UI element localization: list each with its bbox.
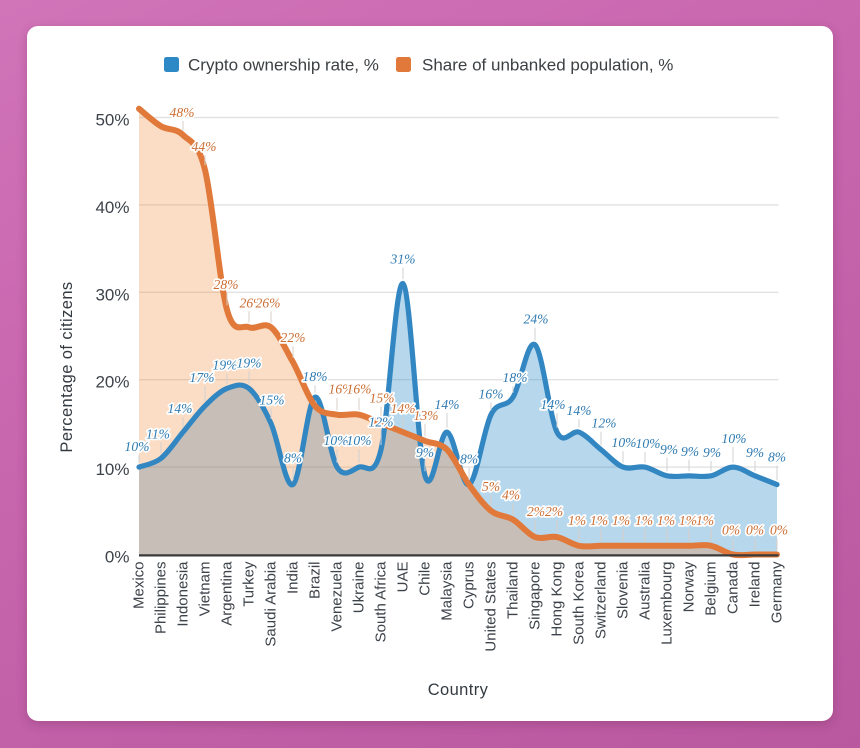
svg-text:0%: 0% [105, 548, 130, 567]
svg-text:United States: United States [483, 562, 500, 652]
svg-text:14%: 14% [541, 397, 566, 412]
svg-text:14%: 14% [567, 403, 592, 418]
svg-text:18%: 18% [303, 369, 328, 384]
svg-text:8%: 8% [768, 450, 786, 465]
svg-text:Percentage of citizens: Percentage of citizens [58, 281, 76, 452]
svg-text:Indonesia: Indonesia [175, 561, 192, 627]
svg-text:Slovenia: Slovenia [615, 561, 632, 619]
svg-text:Ukraine: Ukraine [351, 562, 368, 614]
svg-text:Belgium: Belgium [703, 562, 720, 616]
svg-text:Cyprus: Cyprus [461, 562, 478, 610]
svg-text:16%: 16% [347, 382, 372, 397]
svg-text:1%: 1% [568, 513, 586, 528]
svg-text:Mexico: Mexico [131, 562, 148, 610]
svg-text:17%: 17% [190, 370, 215, 385]
svg-text:4%: 4% [502, 488, 520, 503]
svg-text:8%: 8% [460, 452, 478, 467]
svg-text:South Korea: South Korea [571, 561, 588, 645]
svg-text:19%: 19% [237, 355, 262, 370]
svg-text:India: India [285, 561, 302, 594]
svg-text:10%: 10% [125, 439, 150, 454]
svg-text:Switzerland: Switzerland [593, 562, 610, 640]
svg-text:1%: 1% [657, 513, 675, 528]
svg-text:Country: Country [428, 681, 489, 699]
svg-text:15%: 15% [370, 390, 395, 405]
svg-text:Canada: Canada [725, 561, 742, 614]
svg-text:28%: 28% [214, 277, 239, 292]
svg-text:1%: 1% [679, 513, 697, 528]
svg-text:16%: 16% [479, 387, 504, 402]
svg-text:13%: 13% [414, 408, 439, 423]
svg-text:8%: 8% [284, 451, 302, 466]
svg-text:South Africa: South Africa [373, 561, 390, 643]
svg-text:20%: 20% [95, 373, 129, 392]
svg-text:9%: 9% [746, 445, 764, 460]
svg-text:1%: 1% [635, 513, 653, 528]
svg-text:10%: 10% [612, 435, 637, 450]
svg-text:31%: 31% [390, 252, 416, 267]
svg-text:5%: 5% [482, 479, 500, 494]
svg-text:12%: 12% [369, 415, 394, 430]
svg-text:2%: 2% [545, 504, 563, 519]
svg-text:14%: 14% [168, 401, 193, 416]
svg-text:10%: 10% [347, 433, 372, 448]
svg-text:9%: 9% [416, 445, 434, 460]
svg-text:0%: 0% [770, 523, 788, 538]
svg-text:Venezuela: Venezuela [329, 561, 346, 632]
svg-text:2%: 2% [527, 504, 545, 519]
svg-text:Malaysia: Malaysia [439, 561, 456, 621]
svg-text:10%: 10% [636, 436, 661, 451]
svg-text:1%: 1% [696, 513, 714, 528]
svg-text:12%: 12% [592, 416, 617, 431]
svg-text:26%: 26% [240, 295, 265, 310]
svg-text:Thailand: Thailand [505, 562, 522, 620]
svg-text:15%: 15% [260, 392, 285, 407]
svg-text:Germany: Germany [769, 561, 786, 623]
svg-text:Ireland: Ireland [747, 562, 764, 608]
svg-text:Turkey: Turkey [241, 561, 258, 607]
svg-text:10%: 10% [95, 460, 129, 479]
svg-text:Singapore: Singapore [527, 562, 544, 630]
svg-text:UAE: UAE [395, 562, 412, 593]
svg-text:Norway: Norway [681, 561, 698, 612]
svg-text:40%: 40% [95, 198, 129, 217]
svg-text:14%: 14% [391, 401, 416, 416]
svg-text:50%: 50% [95, 111, 129, 130]
svg-text:30%: 30% [95, 285, 129, 304]
svg-text:Saudi Arabia: Saudi Arabia [263, 561, 280, 647]
svg-text:Philippines: Philippines [153, 562, 170, 635]
svg-text:9%: 9% [703, 445, 721, 460]
svg-text:19%: 19% [213, 357, 238, 372]
svg-text:11%: 11% [146, 426, 170, 441]
svg-text:0%: 0% [722, 523, 740, 538]
svg-text:Hong Kong: Hong Kong [549, 562, 566, 637]
svg-text:Share of unbanked population,: Share of unbanked population, % [422, 56, 673, 75]
svg-text:0%: 0% [746, 523, 764, 538]
svg-text:24%: 24% [524, 312, 549, 327]
svg-text:26%: 26% [256, 295, 281, 310]
svg-text:14%: 14% [435, 397, 460, 412]
svg-text:44%: 44% [192, 139, 217, 154]
svg-text:Luxembourg: Luxembourg [659, 562, 676, 645]
svg-text:9%: 9% [681, 444, 699, 459]
svg-text:Vietnam: Vietnam [197, 562, 214, 617]
svg-text:Crypto ownership rate, %: Crypto ownership rate, % [188, 56, 379, 75]
svg-text:18%: 18% [503, 370, 528, 385]
svg-text:48%: 48% [170, 105, 195, 120]
svg-text:Brazil: Brazil [307, 562, 324, 600]
svg-text:10%: 10% [324, 433, 349, 448]
svg-text:Chile: Chile [417, 562, 434, 596]
svg-text:1%: 1% [590, 513, 608, 528]
svg-text:10%: 10% [722, 431, 747, 446]
svg-text:9%: 9% [660, 442, 678, 457]
svg-text:Argentina: Argentina [219, 561, 236, 626]
svg-text:1%: 1% [612, 513, 630, 528]
svg-text:22%: 22% [281, 330, 306, 345]
svg-text:16%: 16% [329, 382, 354, 397]
svg-text:Australia: Australia [637, 561, 654, 620]
